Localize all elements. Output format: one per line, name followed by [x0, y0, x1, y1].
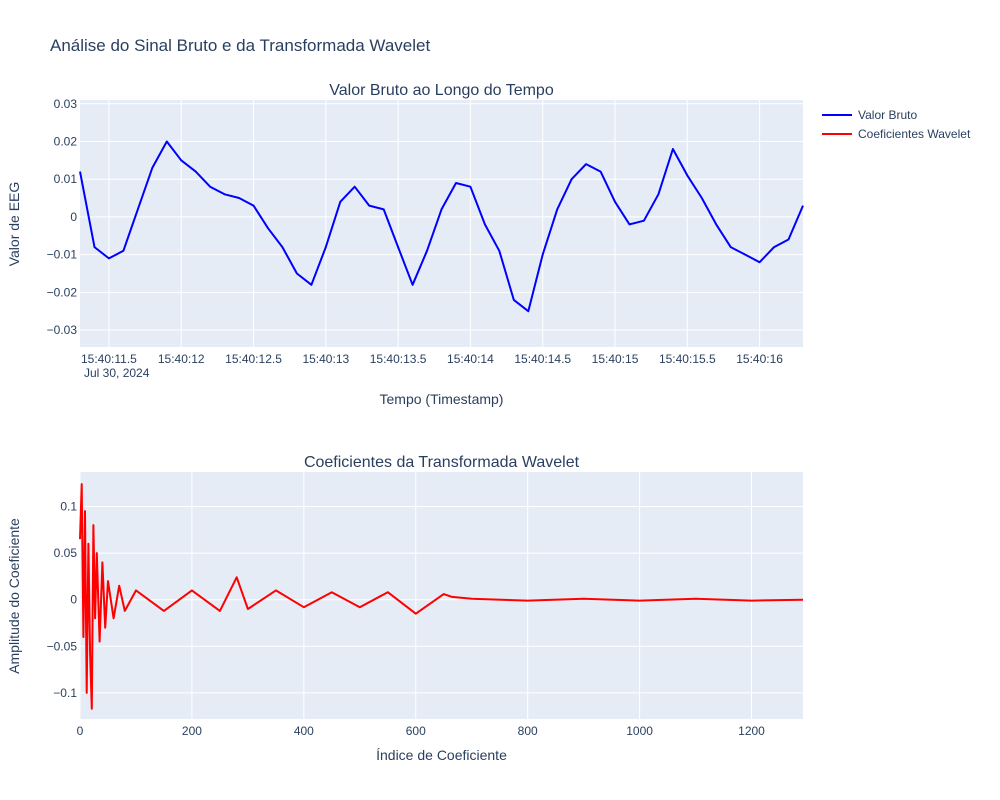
legend-item-raw[interactable]: Valor Bruto — [822, 108, 917, 122]
raw-y-axis-label: Valor de EEG — [6, 182, 22, 267]
figure-title: Análise do Sinal Bruto e da Transformada… — [50, 36, 430, 55]
raw-x-tick: 15:40:13.5 — [370, 352, 427, 366]
raw-y-tick: 0 — [70, 210, 77, 224]
raw-chart-title: Valor Bruto ao Longo do Tempo — [329, 82, 554, 99]
wavelet-x-tick-labels: 0 200 400 600 800 1000 1200 — [77, 724, 766, 738]
wavelet-panel: 0.10.050−0.05−0.1 0 200 400 600 800 1000 1200 … — [6, 454, 804, 763]
legend-label-wavelet: Coeficientes Wavelet — [858, 127, 971, 141]
raw-x-tick: 15:40:15 — [592, 352, 639, 366]
wavelet-x-tick: 800 — [518, 724, 538, 738]
wavelet-y-tick: 0.1 — [60, 499, 77, 513]
wavelet-x-tick: 400 — [294, 724, 314, 738]
legend[interactable]: Valor Bruto Coeficientes Wavelet — [822, 108, 971, 141]
raw-grid — [80, 100, 803, 347]
legend-item-wavelet[interactable]: Coeficientes Wavelet — [822, 127, 971, 141]
wavelet-x-tick: 200 — [182, 724, 202, 738]
raw-x-axis-label: Tempo (Timestamp) — [380, 391, 504, 407]
raw-x-tick-labels: 15:40:11.5 15:40:12 15:40:12.5 15:40:13 15:4… — [81, 352, 783, 366]
wavelet-y-tick: 0.05 — [54, 546, 78, 560]
raw-x-tick: 15:40:13 — [302, 352, 349, 366]
wavelet-x-axis-label: Índice de Coeficiente — [376, 747, 507, 763]
raw-signal-panel: 0.030.020.010−0.01−0.02−0.03 15:40:11.5 1… — [6, 82, 804, 407]
raw-y-tick: 0.02 — [54, 134, 78, 148]
wavelet-y-tick: −0.05 — [47, 639, 78, 653]
raw-x-tick: 15:40:15.5 — [659, 352, 716, 366]
raw-y-tick: −0.02 — [47, 285, 78, 299]
raw-x-tick: 15:40:16 — [736, 352, 783, 366]
raw-x-date-label: Jul 30, 2024 — [84, 366, 150, 380]
wavelet-y-tick: 0 — [70, 593, 77, 607]
raw-y-tick: 0.01 — [54, 172, 78, 186]
raw-signal-line — [79, 140, 804, 313]
raw-x-tick: 15:40:14.5 — [514, 352, 571, 366]
raw-y-tick: −0.01 — [47, 248, 78, 262]
wavelet-chart-title: Coeficientes da Transformada Wavelet — [304, 454, 580, 471]
raw-x-tick: 15:40:11.5 — [81, 352, 137, 366]
wavelet-y-tick: −0.1 — [53, 686, 77, 700]
wavelet-y-axis-label: Amplitude do Coeficiente — [6, 518, 22, 674]
raw-plot-background — [80, 100, 803, 347]
wavelet-x-tick: 600 — [406, 724, 426, 738]
raw-y-tick: 0.03 — [54, 97, 78, 111]
wavelet-coefficients-line — [79, 483, 804, 710]
raw-y-tick: −0.03 — [47, 323, 78, 337]
raw-x-tick: 15:40:12 — [158, 352, 205, 366]
raw-y-tick-labels: 0.03 0.02 0.01 0 −0.01 −0.02 −0.03 — [47, 97, 78, 337]
wavelet-x-tick: 1200 — [738, 724, 765, 738]
wavelet-x-tick: 1000 — [626, 724, 653, 738]
wavelet-y-tick-labels: 0.1 0.05 0 −0.05 −0.1 — [47, 499, 78, 699]
wavelet-x-tick: 0 — [77, 724, 84, 738]
raw-x-tick: 15:40:12.5 — [225, 352, 282, 366]
raw-x-tick: 15:40:14 — [447, 352, 494, 366]
legend-label-raw: Valor Bruto — [858, 108, 917, 122]
